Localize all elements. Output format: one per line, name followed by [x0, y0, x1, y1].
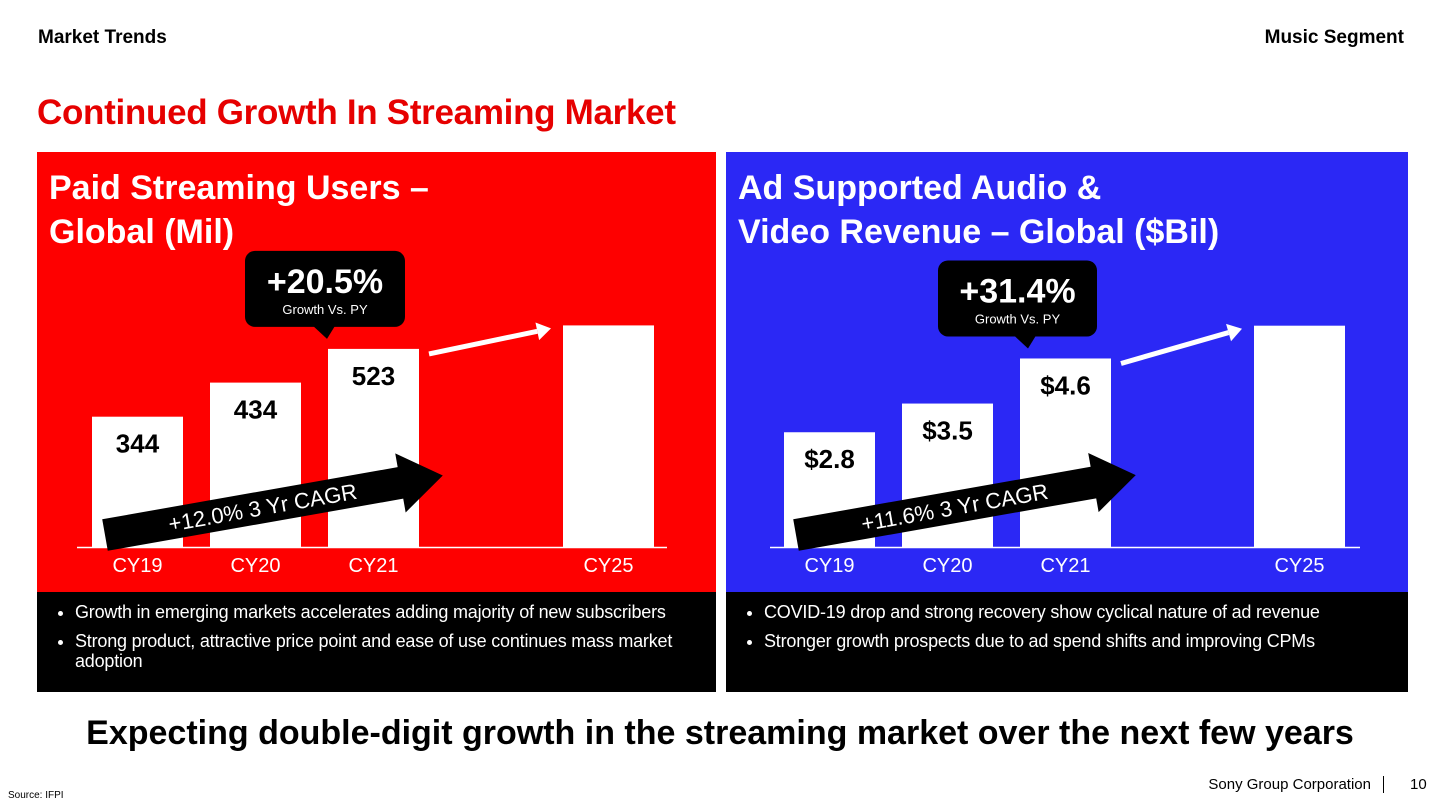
bullet-item: Strong product, attractive price point a…	[75, 631, 696, 671]
growth-arrow-head	[535, 322, 551, 341]
growth-caption: Growth Vs. PY	[282, 302, 368, 317]
section-label: Market Trends	[38, 27, 167, 48]
segment-label: Music Segment	[1264, 27, 1404, 48]
cagr-arrow-shape	[102, 453, 443, 551]
paid-streaming-chart: 344 CY19 434 CY20 523 CY21 CY25 +20.5%Growth Vs…	[77, 250, 667, 577]
paid-streaming-notes: Growth in emerging markets accelerates a…	[37, 592, 716, 692]
growth-caption: Growth Vs. PY	[975, 311, 1061, 326]
bar-cy25	[1254, 325, 1345, 547]
growth-value: +31.4%	[959, 272, 1075, 310]
x-tick-label: CY25	[1274, 555, 1324, 577]
x-tick-label: CY21	[348, 555, 398, 577]
growth-arrow	[428, 328, 538, 357]
growth-callout-tail	[313, 325, 335, 339]
key-takeaway: Expecting double-digit growth in the str…	[86, 714, 1354, 752]
x-tick-label: CY19	[804, 555, 854, 577]
x-tick-label: CY20	[922, 555, 972, 577]
data-label: $2.8	[804, 444, 855, 474]
page-number: 10	[1410, 776, 1427, 793]
x-tick-label: CY21	[1040, 555, 1090, 577]
bullet-item: COVID-19 drop and strong recovery show c…	[764, 602, 1388, 622]
panel-title: Ad Supported Audio & Video Revenue – Glo…	[738, 169, 1220, 251]
company-name: Sony Group Corporation	[1208, 776, 1384, 793]
growth-arrow	[1120, 330, 1230, 366]
growth-value: +20.5%	[267, 263, 383, 301]
bar-cy21	[328, 348, 419, 547]
data-label: 344	[116, 429, 160, 459]
ad-revenue-panel: Ad Supported Audio & Video Revenue – Glo…	[726, 152, 1408, 592]
ad-revenue-chart: $2.8 CY19 $3.5 CY20 $4.6 CY21 CY25 +31.4%Growth…	[770, 260, 1360, 577]
bar-cy21	[1020, 358, 1111, 547]
bullet-item: Growth in emerging markets accelerates a…	[75, 602, 696, 622]
source-note: Source: IFPI	[8, 790, 64, 801]
panel-title: Paid Streaming Users – Global (Mil)	[49, 169, 429, 251]
bar-cy25	[563, 325, 654, 547]
page-title: Continued Growth In Streaming Market	[37, 93, 676, 132]
data-label: $3.5	[922, 416, 973, 446]
paid-streaming-panel: Paid Streaming Users – Global (Mil) 344 C…	[37, 152, 716, 592]
data-label: 523	[352, 361, 395, 391]
growth-callout	[245, 250, 405, 327]
growth-callout-tail	[1014, 335, 1036, 349]
x-tick-label: CY20	[230, 555, 280, 577]
x-tick-label: CY25	[583, 555, 633, 577]
growth-arrow-head	[1226, 323, 1242, 342]
data-label: 434	[234, 395, 278, 425]
data-label: $4.6	[1040, 370, 1091, 400]
bullet-item: Stronger growth prospects due to ad spen…	[764, 631, 1388, 651]
ad-revenue-notes: COVID-19 drop and strong recovery show c…	[726, 592, 1408, 692]
growth-callout	[938, 260, 1097, 337]
cagr-arrow-shape	[793, 453, 1136, 551]
x-tick-label: CY19	[112, 555, 162, 577]
